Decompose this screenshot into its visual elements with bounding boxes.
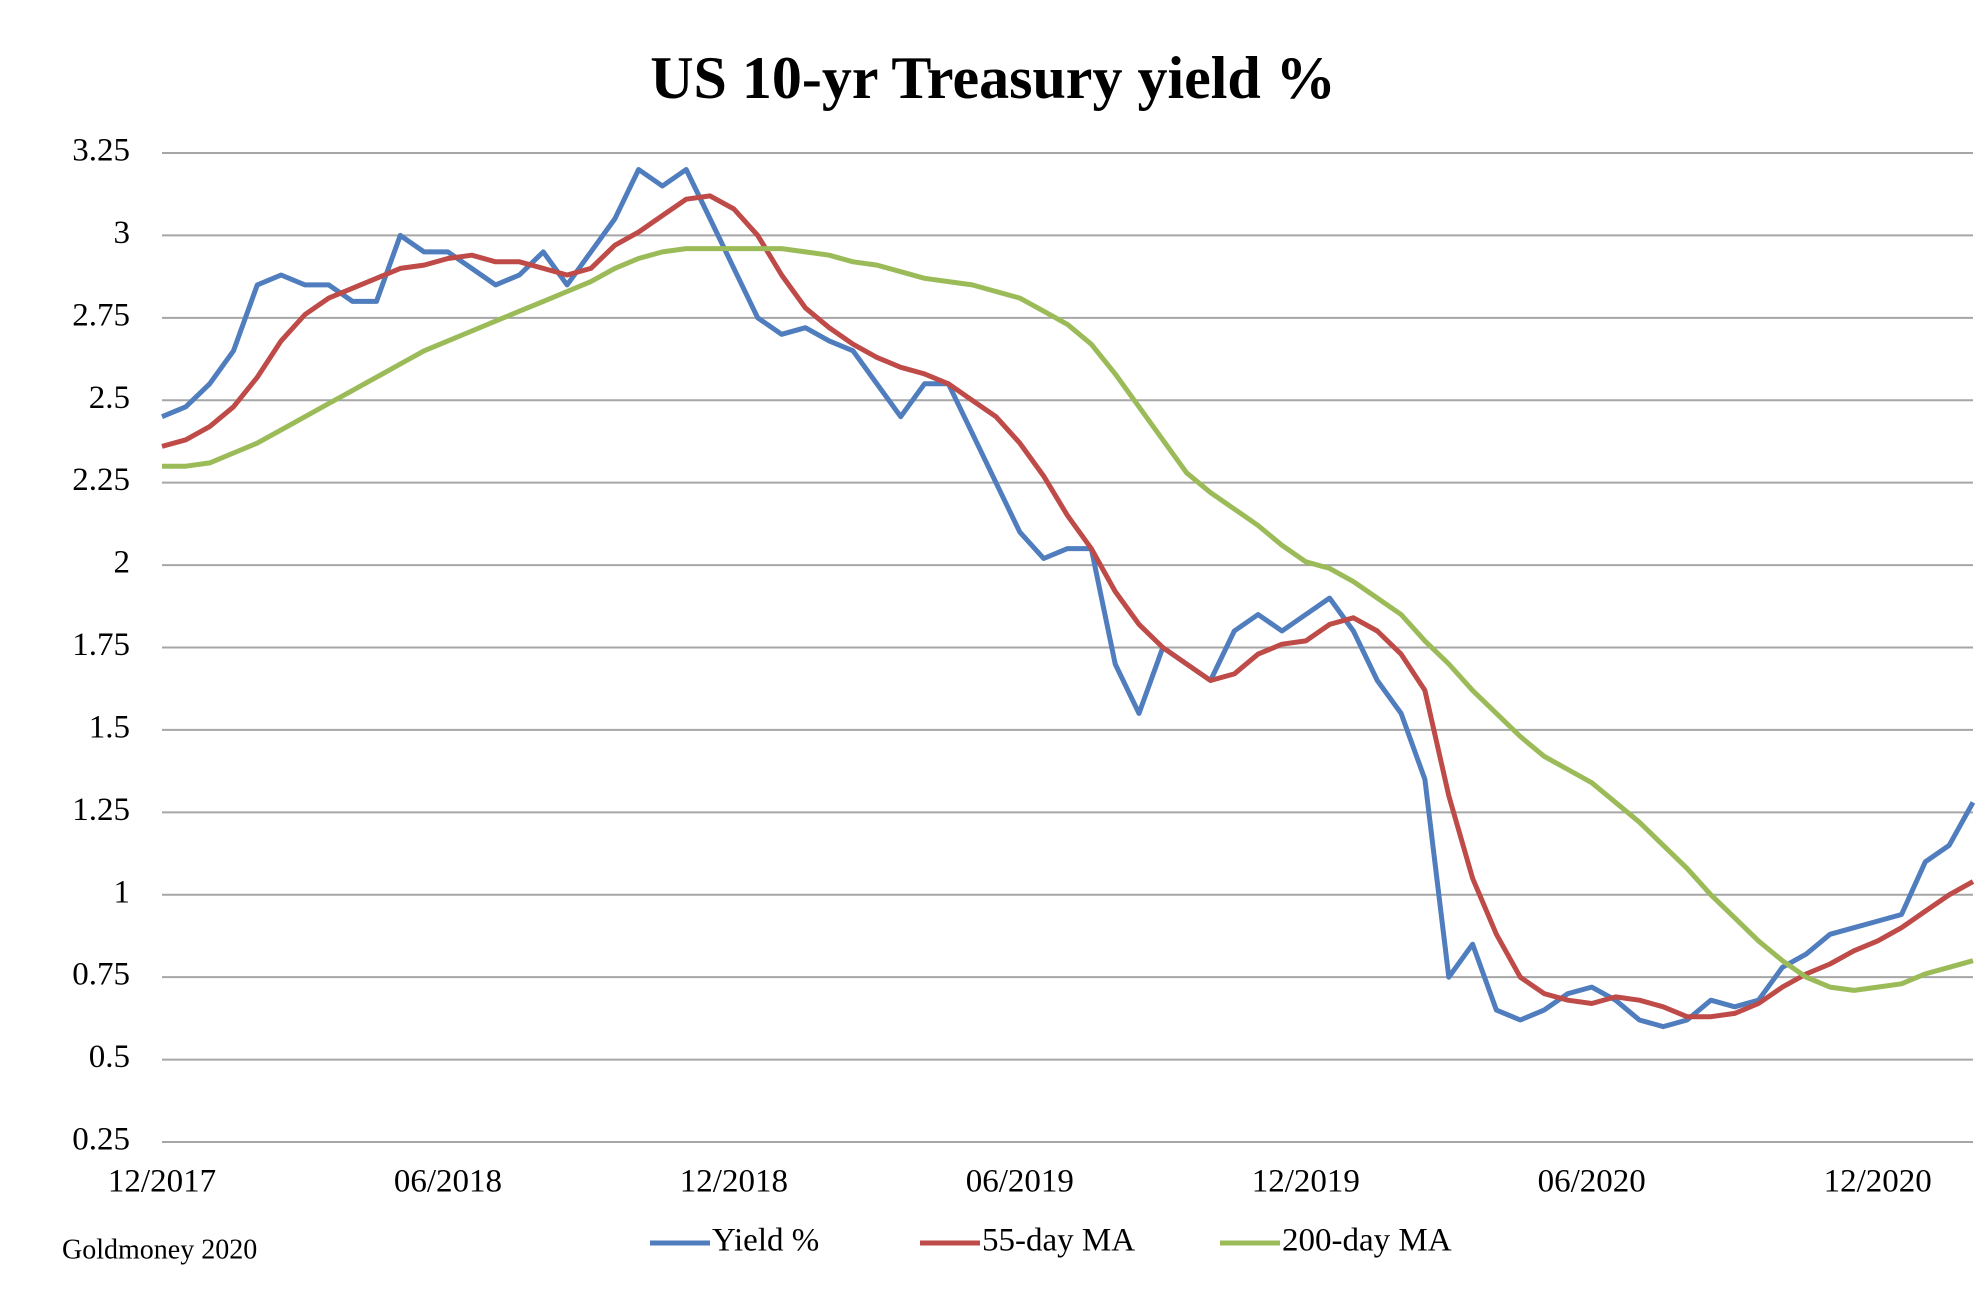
x-tick-label: 12/2018 (680, 1164, 788, 1200)
legend-label: 200-day MA (1282, 1223, 1452, 1259)
x-tick-label: 12/2020 (1824, 1164, 1932, 1200)
y-tick-label: 0.5 (89, 1039, 130, 1075)
y-tick-label: 2.5 (89, 380, 130, 416)
y-tick-label: 1.25 (72, 792, 130, 828)
series-line (161, 167, 1976, 1030)
y-tick-label: 1.75 (72, 627, 130, 663)
legend-label: Yield % (712, 1223, 819, 1259)
x-tick-label: 12/2017 (108, 1164, 216, 1200)
series-line (162, 246, 1974, 993)
y-tick-label: 0.75 (72, 957, 130, 993)
y-tick-label: 3 (114, 215, 131, 251)
y-tick-label: 2.25 (72, 462, 130, 498)
y-tick-label: 1.5 (89, 709, 130, 745)
y-tick-label: 1 (114, 874, 131, 910)
x-tick-label: 06/2020 (1538, 1164, 1646, 1200)
source: Goldmoney 2020 (62, 1234, 257, 1265)
legend-label: 55-day MA (982, 1223, 1135, 1259)
y-tick-label: 0.25 (72, 1122, 130, 1158)
y-tick-label: 2.75 (72, 297, 130, 333)
x-tick-label: 12/2019 (1252, 1164, 1360, 1200)
x-tick-label: 06/2018 (394, 1164, 502, 1200)
series-line (161, 193, 1975, 1020)
chart-title: US 10-yr Treasury yield % (650, 45, 1336, 111)
y-tick-label: 2 (114, 545, 131, 581)
y-tick-label: 3.25 (72, 133, 130, 169)
x-tick-label: 06/2019 (966, 1164, 1074, 1200)
